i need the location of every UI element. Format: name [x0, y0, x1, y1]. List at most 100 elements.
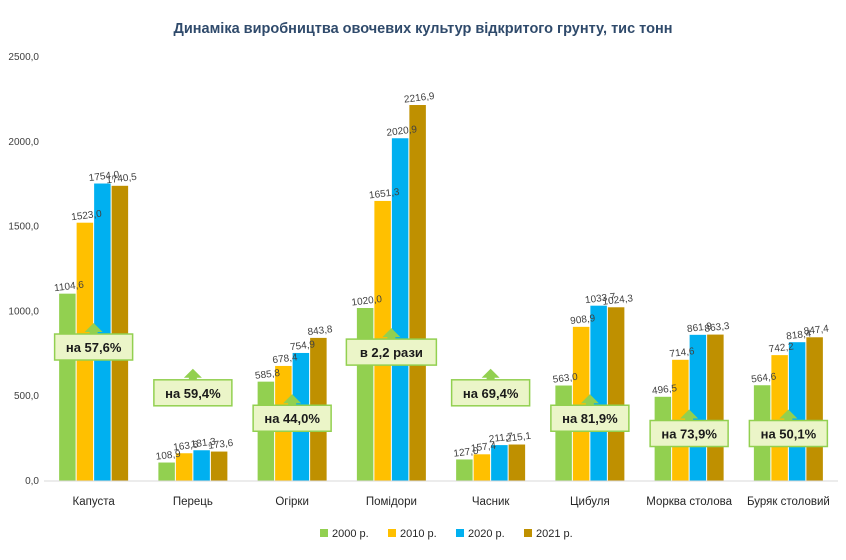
- legend-label: 2020 р.: [468, 528, 505, 540]
- x-tick-label: Огірки: [275, 496, 309, 508]
- bar: [158, 462, 175, 481]
- callout-text: на 44,0%: [264, 411, 320, 426]
- callout-text: на 57,6%: [66, 340, 122, 355]
- callout-text: на 73,9%: [661, 427, 717, 442]
- bar: [409, 105, 426, 481]
- bar: [193, 450, 210, 481]
- data-labels: 1104,61523,01754,01740,5108,9163,6181,31…: [54, 91, 830, 463]
- callout-box: [345, 338, 438, 366]
- data-label: 818,4: [786, 328, 813, 342]
- callout-text: на 59,4%: [165, 386, 221, 401]
- callout-text: на 69,4%: [463, 386, 519, 401]
- callout-box: [153, 379, 233, 407]
- data-label: 847,4: [803, 324, 830, 338]
- data-label: 1754,0: [88, 169, 120, 184]
- data-label: 181,3: [190, 436, 217, 450]
- callout-arrow-head: [382, 328, 401, 338]
- data-label: 861,9: [686, 321, 713, 335]
- callout-box: [649, 419, 729, 448]
- bar: [175, 453, 193, 481]
- legend-label: 2000 р.: [332, 528, 369, 540]
- bar: [391, 138, 409, 481]
- bar: [555, 385, 572, 481]
- bar: [210, 451, 228, 481]
- data-label: 496,5: [651, 383, 678, 397]
- legend-swatch: [456, 529, 464, 537]
- callout-text: в 2,2 рази: [360, 345, 423, 360]
- data-label: 863,3: [704, 321, 731, 335]
- data-label: 678,4: [272, 352, 299, 366]
- x-axis: Капуста Перець Огірки Помідори Часник Цибуля М…: [73, 496, 830, 508]
- bar: [572, 326, 590, 481]
- y-tick-label: 1000,0: [8, 306, 39, 317]
- data-label: 1740,5: [106, 172, 138, 187]
- data-label: 127,0: [453, 446, 480, 460]
- data-label: 1523,0: [71, 209, 103, 224]
- callouts: на 57,6% на 59,4% на 44,0% в 2,2 рази на 69,…: [53, 323, 829, 448]
- data-label: 2216,9: [403, 91, 435, 106]
- x-tick-label: Цибуля: [570, 496, 610, 508]
- data-label: 908,9: [570, 313, 597, 327]
- data-label: 563,0: [552, 372, 579, 386]
- y-tick-label: 2000,0: [8, 137, 39, 148]
- data-label: 754,9: [289, 339, 316, 353]
- callout-box: [550, 404, 630, 432]
- x-tick-label: Буряк столовий: [747, 496, 830, 508]
- callout-arrow-head: [779, 409, 798, 419]
- data-label: 1020,0: [351, 294, 383, 309]
- data-label: 564,6: [751, 371, 778, 385]
- bar: [707, 334, 724, 481]
- data-label: 211,7: [488, 431, 514, 445]
- callout-arrow-head: [481, 368, 500, 378]
- bar: [788, 342, 806, 481]
- callout-arrow-head: [84, 323, 103, 333]
- bar: [771, 355, 788, 481]
- callout-box: [53, 333, 134, 361]
- y-tick-label: 1500,0: [8, 222, 39, 233]
- legend-swatch: [388, 529, 396, 537]
- y-tick-label: 2500,0: [8, 52, 39, 63]
- data-label: 1104,6: [54, 280, 85, 295]
- data-label: 215,1: [505, 431, 532, 445]
- data-label: 714,6: [669, 346, 696, 360]
- bar: [473, 454, 491, 481]
- data-label: 173,6: [208, 438, 235, 452]
- bar: [356, 308, 374, 481]
- legend-label: 2010 р.: [400, 528, 437, 540]
- data-label: 1024,3: [602, 293, 634, 308]
- data-label: 1033,7: [584, 292, 616, 307]
- y-tick-label: 500,0: [14, 391, 39, 402]
- bar: [806, 337, 823, 481]
- x-tick-label: Помідори: [366, 496, 417, 508]
- callout-box: [748, 419, 829, 448]
- data-label: 843,8: [307, 324, 334, 338]
- data-label: 2020,9: [386, 124, 418, 139]
- callout-arrow-head: [680, 409, 699, 419]
- legend: 2000 р. 2010 р. 2020 р. 2021 р.: [320, 528, 573, 540]
- x-tick-label: Часник: [472, 496, 511, 508]
- bar: [607, 307, 625, 481]
- data-label: 585,8: [254, 368, 281, 382]
- bar: [94, 183, 111, 481]
- callout-arrow-head: [580, 394, 599, 404]
- bar: [456, 459, 473, 481]
- callout-box: [252, 404, 332, 432]
- y-tick-label: 0,0: [25, 476, 39, 487]
- callout-arrow-head: [283, 394, 302, 404]
- bar: [59, 293, 76, 481]
- data-label: 163,6: [173, 439, 200, 453]
- bar: [508, 444, 526, 481]
- legend-swatch: [320, 529, 328, 537]
- data-label: 108,9: [155, 449, 182, 463]
- callout-text: на 50,1%: [761, 427, 817, 442]
- x-tick-label: Перець: [173, 496, 213, 508]
- data-label: 1651,3: [368, 187, 400, 202]
- x-tick-label: Морква столова: [646, 496, 732, 508]
- bar: [590, 305, 607, 481]
- legend-label: 2021 р.: [536, 528, 573, 540]
- callout-text: на 81,9%: [562, 411, 618, 426]
- legend-swatch: [524, 529, 532, 537]
- callout-box: [450, 379, 531, 407]
- data-label: 742,2: [768, 341, 795, 355]
